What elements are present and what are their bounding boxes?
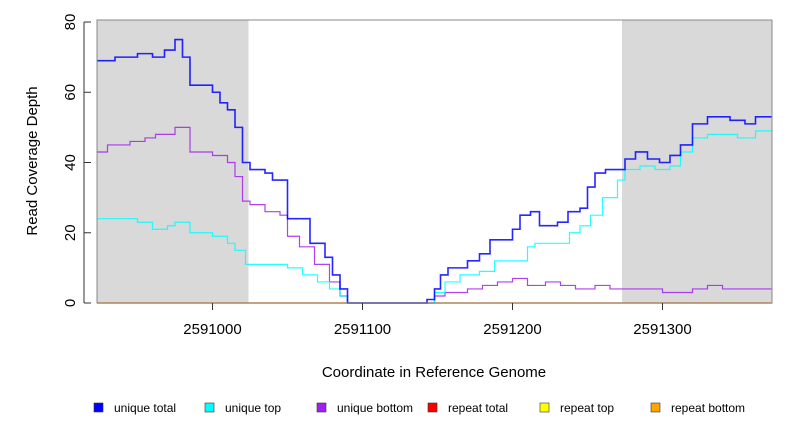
- x-tick-label: 2591200: [483, 321, 541, 338]
- plot-frame: [96, 19, 773, 304]
- legend-label: repeat top: [560, 401, 614, 415]
- y-tick-label: 20: [62, 224, 79, 241]
- legend-label: repeat total: [448, 401, 508, 415]
- legend-swatch: [204, 402, 215, 413]
- y-axis-label: Read Coverage Depth: [24, 86, 41, 235]
- legend-swatch: [650, 402, 661, 413]
- series-line-unique-total: [97, 38, 772, 304]
- legend-label: unique top: [225, 401, 281, 415]
- x-tick-label: 2591300: [633, 321, 691, 338]
- x-axis-label: Coordinate in Reference Genome: [322, 364, 546, 381]
- y-tick-label: 60: [62, 84, 79, 101]
- x-tick-label: 2591000: [183, 321, 241, 338]
- y-tick-label: 80: [62, 14, 79, 31]
- legend-swatch: [316, 402, 327, 413]
- legend: unique total unique top unique bottom repea…: [93, 401, 745, 415]
- legend-label: unique total: [114, 401, 176, 415]
- y-tick-label: 0: [62, 299, 79, 307]
- legend-swatch: [427, 402, 438, 413]
- legend-label: repeat bottom: [671, 401, 745, 415]
- series-line-unique-top: [97, 130, 772, 304]
- shaded-region: [622, 20, 772, 303]
- x-tick-label: 2591100: [334, 321, 391, 338]
- shaded-region: [97, 20, 249, 303]
- y-tick-label: 40: [62, 154, 79, 171]
- legend-label: unique bottom: [337, 401, 413, 415]
- legend-swatch: [539, 402, 550, 413]
- legend-swatch: [93, 402, 104, 413]
